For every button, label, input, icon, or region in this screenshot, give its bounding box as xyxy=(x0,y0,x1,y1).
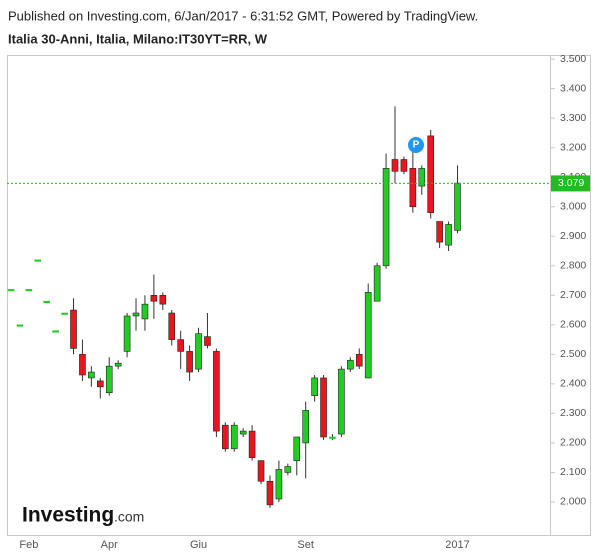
candle-body xyxy=(409,168,417,208)
logo-suffix: .com xyxy=(114,509,144,525)
candle-body xyxy=(88,371,95,379)
candle-body xyxy=(168,312,176,340)
candle-body xyxy=(132,312,140,317)
candle-body xyxy=(454,182,461,231)
y-tick-label: 2.000 xyxy=(560,496,586,508)
y-tick-label: 2.700 xyxy=(560,289,586,301)
candle-body xyxy=(418,168,426,187)
plot-frame xyxy=(7,55,591,536)
candle-body xyxy=(141,303,149,320)
candle-body xyxy=(373,265,381,302)
candle-body xyxy=(16,324,24,327)
candle-body xyxy=(347,359,354,370)
y-tick-label: 2.600 xyxy=(560,319,586,331)
y-tick-label: 3.200 xyxy=(560,141,586,153)
candle-body xyxy=(195,333,202,370)
logo-name: Investing xyxy=(22,504,114,527)
y-tick-label: 3.500 xyxy=(560,53,586,65)
candle-body xyxy=(105,365,113,394)
candle-body xyxy=(427,135,435,213)
candle-body xyxy=(70,309,77,349)
candle-body xyxy=(123,315,131,352)
symbol-title: Italia 30-Anni, Italia, Milano:IT30YT=RR… xyxy=(8,31,268,46)
candle-body xyxy=(25,289,33,292)
candle-body xyxy=(436,221,443,243)
x-tick-label: Set xyxy=(297,539,314,551)
x-tick-label: 2017 xyxy=(445,539,469,551)
candle-body xyxy=(230,424,238,450)
candle-body xyxy=(97,380,104,388)
x-tick-label: Apr xyxy=(101,539,118,551)
y-tick-label: 3.000 xyxy=(560,201,586,213)
y-tick-label: 2.400 xyxy=(560,378,586,390)
candle-body xyxy=(445,224,452,246)
y-tick-label: 2.500 xyxy=(560,348,586,360)
x-tick-label: Giu xyxy=(190,539,207,551)
published-note: Published on Investing.com, 6/Jan/2017 -… xyxy=(8,8,478,23)
candle-body xyxy=(239,430,247,435)
last-price-label: 3.079 xyxy=(558,177,584,189)
candle-body xyxy=(329,436,336,439)
y-tick-label: 3.400 xyxy=(560,82,586,94)
y-tick-label: 2.100 xyxy=(560,466,586,478)
candle-body xyxy=(222,424,229,450)
x-tick-label: Feb xyxy=(19,539,38,551)
candle-body xyxy=(311,377,318,396)
candle-body xyxy=(400,159,408,172)
candle-body xyxy=(293,436,301,461)
last-price-box xyxy=(551,175,590,192)
candle-body xyxy=(266,480,274,506)
y-tick-label: 2.200 xyxy=(560,437,586,449)
candle-body xyxy=(186,351,193,373)
y-tick-label: 2.900 xyxy=(560,230,586,242)
candle-body xyxy=(150,294,158,302)
candle-body xyxy=(213,351,220,432)
candle-body xyxy=(177,339,184,352)
y-tick-label: 3.300 xyxy=(560,112,586,124)
candle-body xyxy=(364,292,372,379)
candle-body xyxy=(52,330,59,333)
candle-body xyxy=(114,362,122,367)
candle-body xyxy=(34,259,42,262)
candle-body xyxy=(302,410,309,444)
candle-body xyxy=(159,294,167,305)
marker-label: P xyxy=(413,140,420,151)
candle-body xyxy=(284,466,292,473)
candle-body xyxy=(7,289,15,292)
marker-icon xyxy=(408,137,424,153)
candle-body xyxy=(391,159,399,172)
candle-body xyxy=(79,354,86,376)
candle-body xyxy=(338,368,345,435)
candle-body xyxy=(257,460,265,482)
candle-body xyxy=(61,312,68,315)
candle-body xyxy=(320,377,327,438)
candle-body xyxy=(275,469,283,500)
candle-body xyxy=(43,300,51,303)
candle-body xyxy=(382,168,390,267)
candle-body xyxy=(248,430,256,458)
y-tick-label: 2.800 xyxy=(560,260,586,272)
y-tick-label: 2.300 xyxy=(560,407,586,419)
candle-body xyxy=(204,336,211,346)
candle-body xyxy=(355,354,363,367)
